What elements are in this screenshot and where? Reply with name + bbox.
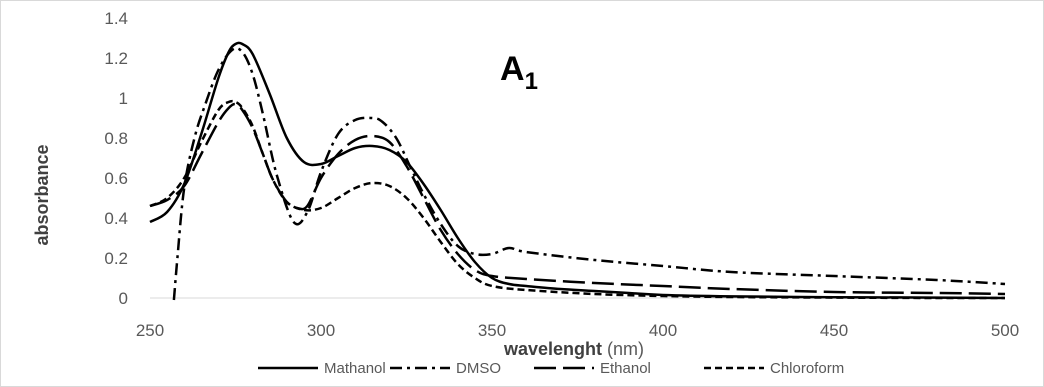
series-line-mathanol	[149, 41, 1006, 300]
x-tick-label: 500	[991, 321, 1019, 340]
legend-label-mathanol: Mathanol	[324, 360, 386, 377]
x-tick-label: 250	[136, 321, 164, 340]
series-line-chloroform	[149, 99, 1006, 300]
y-tick-label: 1.2	[104, 49, 128, 68]
legend-label-chloroform: Chloroform	[770, 360, 844, 377]
x-tick-label: 350	[478, 321, 506, 340]
series-lines	[149, 41, 1006, 301]
y-tick-labels: 0 0.2 0.4 0.6 0.8 1 1.2 1.4	[104, 9, 128, 308]
x-axis-title-bold: wavelenght	[503, 339, 602, 359]
y-tick-label: 0.2	[104, 249, 128, 268]
chart-annotation: A1	[500, 50, 538, 95]
legend-label-ethanol: Ethanol	[600, 360, 651, 377]
x-tick-labels: 250 300 350 400 450 500	[136, 321, 1019, 340]
legend-label-dmso: DMSO	[456, 360, 501, 377]
x-axis-title: wavelenght (nm)	[503, 339, 644, 359]
x-axis-title-unit: (nm)	[602, 339, 644, 359]
annotation-main: A	[500, 50, 525, 88]
y-tick-label: 1	[119, 89, 128, 108]
x-tick-label: 400	[649, 321, 677, 340]
y-axis-title: absorbance	[32, 144, 52, 245]
legend: Mathanol DMSO Ethanol Chloroform	[258, 360, 844, 377]
x-tick-label: 450	[820, 321, 848, 340]
y-tick-label: 0.6	[104, 169, 128, 188]
y-tick-label: 0.8	[104, 129, 128, 148]
y-tick-label: 0	[119, 289, 128, 308]
x-tick-label: 300	[307, 321, 335, 340]
annotation-subscript: 1	[525, 68, 538, 95]
y-tick-label: 1.4	[104, 9, 128, 28]
y-tick-label: 0.4	[104, 209, 128, 228]
series-line-ethanol	[149, 102, 1006, 296]
